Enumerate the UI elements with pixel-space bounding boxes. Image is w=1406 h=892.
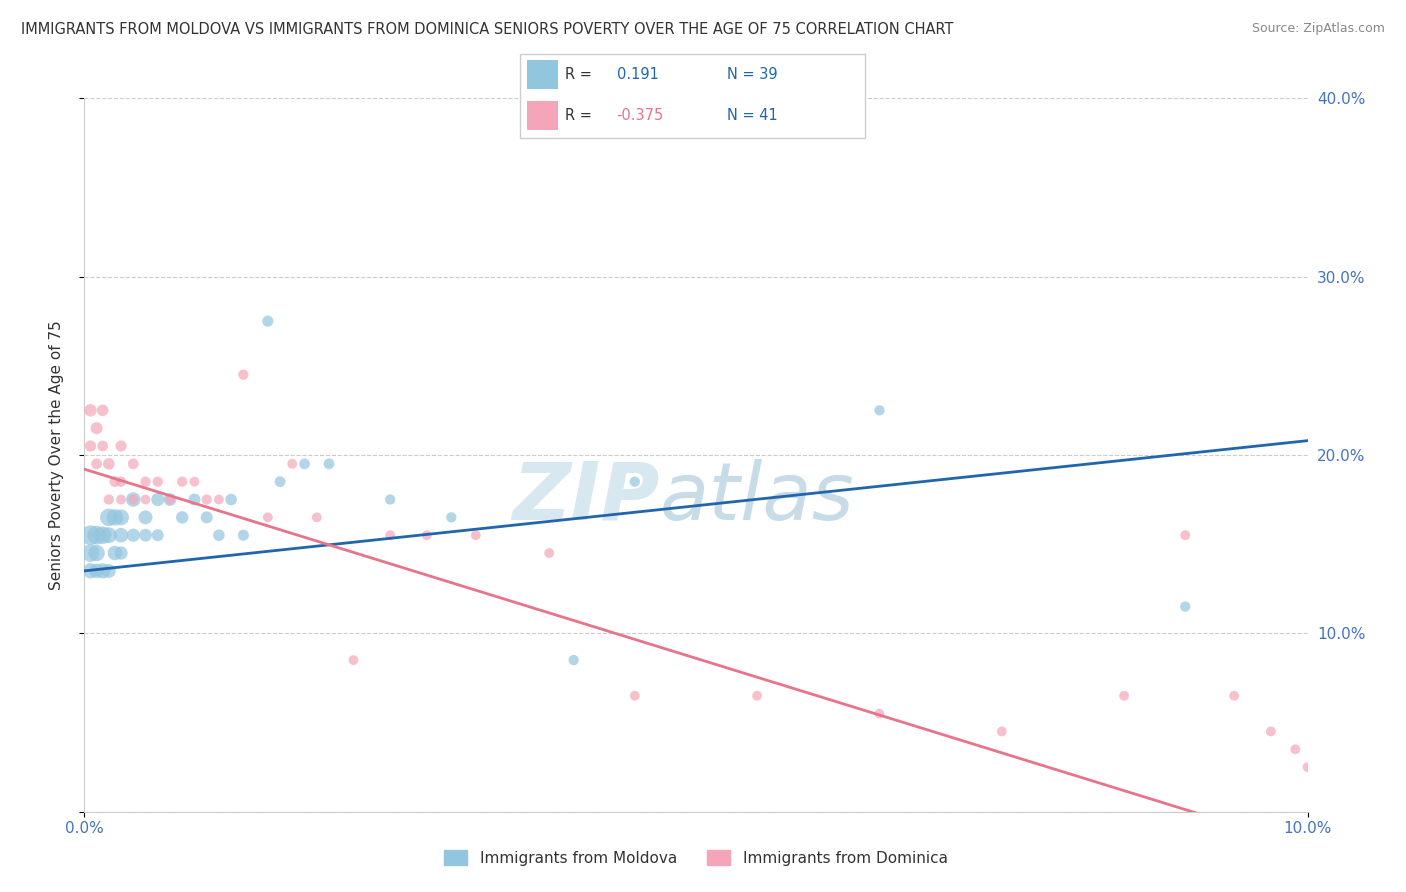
Point [91, 564, 114, 578]
Point [86, 528, 108, 542]
Point [538, 546, 561, 560]
Point [110, 510, 132, 524]
Point [97, 528, 120, 542]
Point [1260, 724, 1282, 739]
Point [380, 492, 402, 507]
Text: R =: R = [565, 108, 592, 123]
Point [104, 475, 127, 489]
Bar [527, 101, 558, 130]
Point [464, 528, 486, 542]
Point [1174, 528, 1197, 542]
Point [318, 457, 340, 471]
Point [195, 492, 218, 507]
Point [208, 492, 231, 507]
Point [97, 564, 120, 578]
Point [342, 653, 364, 667]
Text: N = 41: N = 41 [727, 108, 778, 123]
Point [1223, 689, 1246, 703]
Point [135, 510, 157, 524]
Point [91, 528, 114, 542]
Point [232, 368, 254, 382]
Point [269, 475, 291, 489]
Point [97, 457, 120, 471]
Y-axis label: Seniors Poverty Over the Age of 75: Seniors Poverty Over the Age of 75 [49, 320, 63, 590]
Point [159, 492, 181, 507]
Point [79, 564, 101, 578]
Point [79, 439, 101, 453]
Point [305, 510, 328, 524]
Point [122, 492, 145, 507]
Point [232, 528, 254, 542]
Point [562, 653, 585, 667]
Text: R =: R = [565, 67, 592, 82]
Point [110, 492, 132, 507]
Point [104, 546, 127, 560]
Point [991, 724, 1014, 739]
Point [1174, 599, 1197, 614]
Point [135, 492, 157, 507]
Point [110, 528, 132, 542]
Point [110, 439, 132, 453]
Point [172, 475, 194, 489]
Point [79, 403, 101, 417]
Point [122, 528, 145, 542]
Point [135, 475, 157, 489]
Point [624, 475, 647, 489]
Point [86, 457, 108, 471]
Point [869, 403, 891, 417]
Text: 0.191: 0.191 [617, 67, 658, 82]
Point [79, 546, 101, 560]
Text: N = 39: N = 39 [727, 67, 778, 82]
Point [294, 457, 316, 471]
Point [97, 492, 120, 507]
Point [869, 706, 891, 721]
Point [1114, 689, 1136, 703]
Point [86, 564, 108, 578]
Text: ZIP: ZIP [512, 458, 659, 537]
Point [208, 528, 231, 542]
Point [122, 457, 145, 471]
Point [416, 528, 439, 542]
Point [1284, 742, 1306, 756]
Text: atlas: atlas [659, 458, 853, 537]
Point [86, 421, 108, 435]
Point [91, 403, 114, 417]
Point [380, 528, 402, 542]
Text: Source: ZipAtlas.com: Source: ZipAtlas.com [1251, 22, 1385, 36]
Point [624, 689, 647, 703]
Point [257, 510, 280, 524]
Point [110, 546, 132, 560]
Point [195, 510, 218, 524]
Point [110, 475, 132, 489]
Point [1296, 760, 1319, 774]
Point [146, 492, 169, 507]
Point [183, 475, 205, 489]
Point [219, 492, 242, 507]
Text: IMMIGRANTS FROM MOLDOVA VS IMMIGRANTS FROM DOMINICA SENIORS POVERTY OVER THE AGE: IMMIGRANTS FROM MOLDOVA VS IMMIGRANTS FR… [21, 22, 953, 37]
Point [86, 546, 108, 560]
Point [257, 314, 280, 328]
Point [146, 475, 169, 489]
Point [281, 457, 304, 471]
Point [104, 510, 127, 524]
Point [159, 492, 181, 507]
Point [97, 510, 120, 524]
Point [747, 689, 769, 703]
Text: -0.375: -0.375 [617, 108, 664, 123]
Point [122, 492, 145, 507]
Bar [527, 61, 558, 89]
Point [172, 510, 194, 524]
Legend: Immigrants from Moldova, Immigrants from Dominica: Immigrants from Moldova, Immigrants from… [439, 844, 953, 871]
Point [440, 510, 463, 524]
Point [91, 439, 114, 453]
Point [146, 528, 169, 542]
Point [183, 492, 205, 507]
Point [79, 528, 101, 542]
Point [135, 528, 157, 542]
